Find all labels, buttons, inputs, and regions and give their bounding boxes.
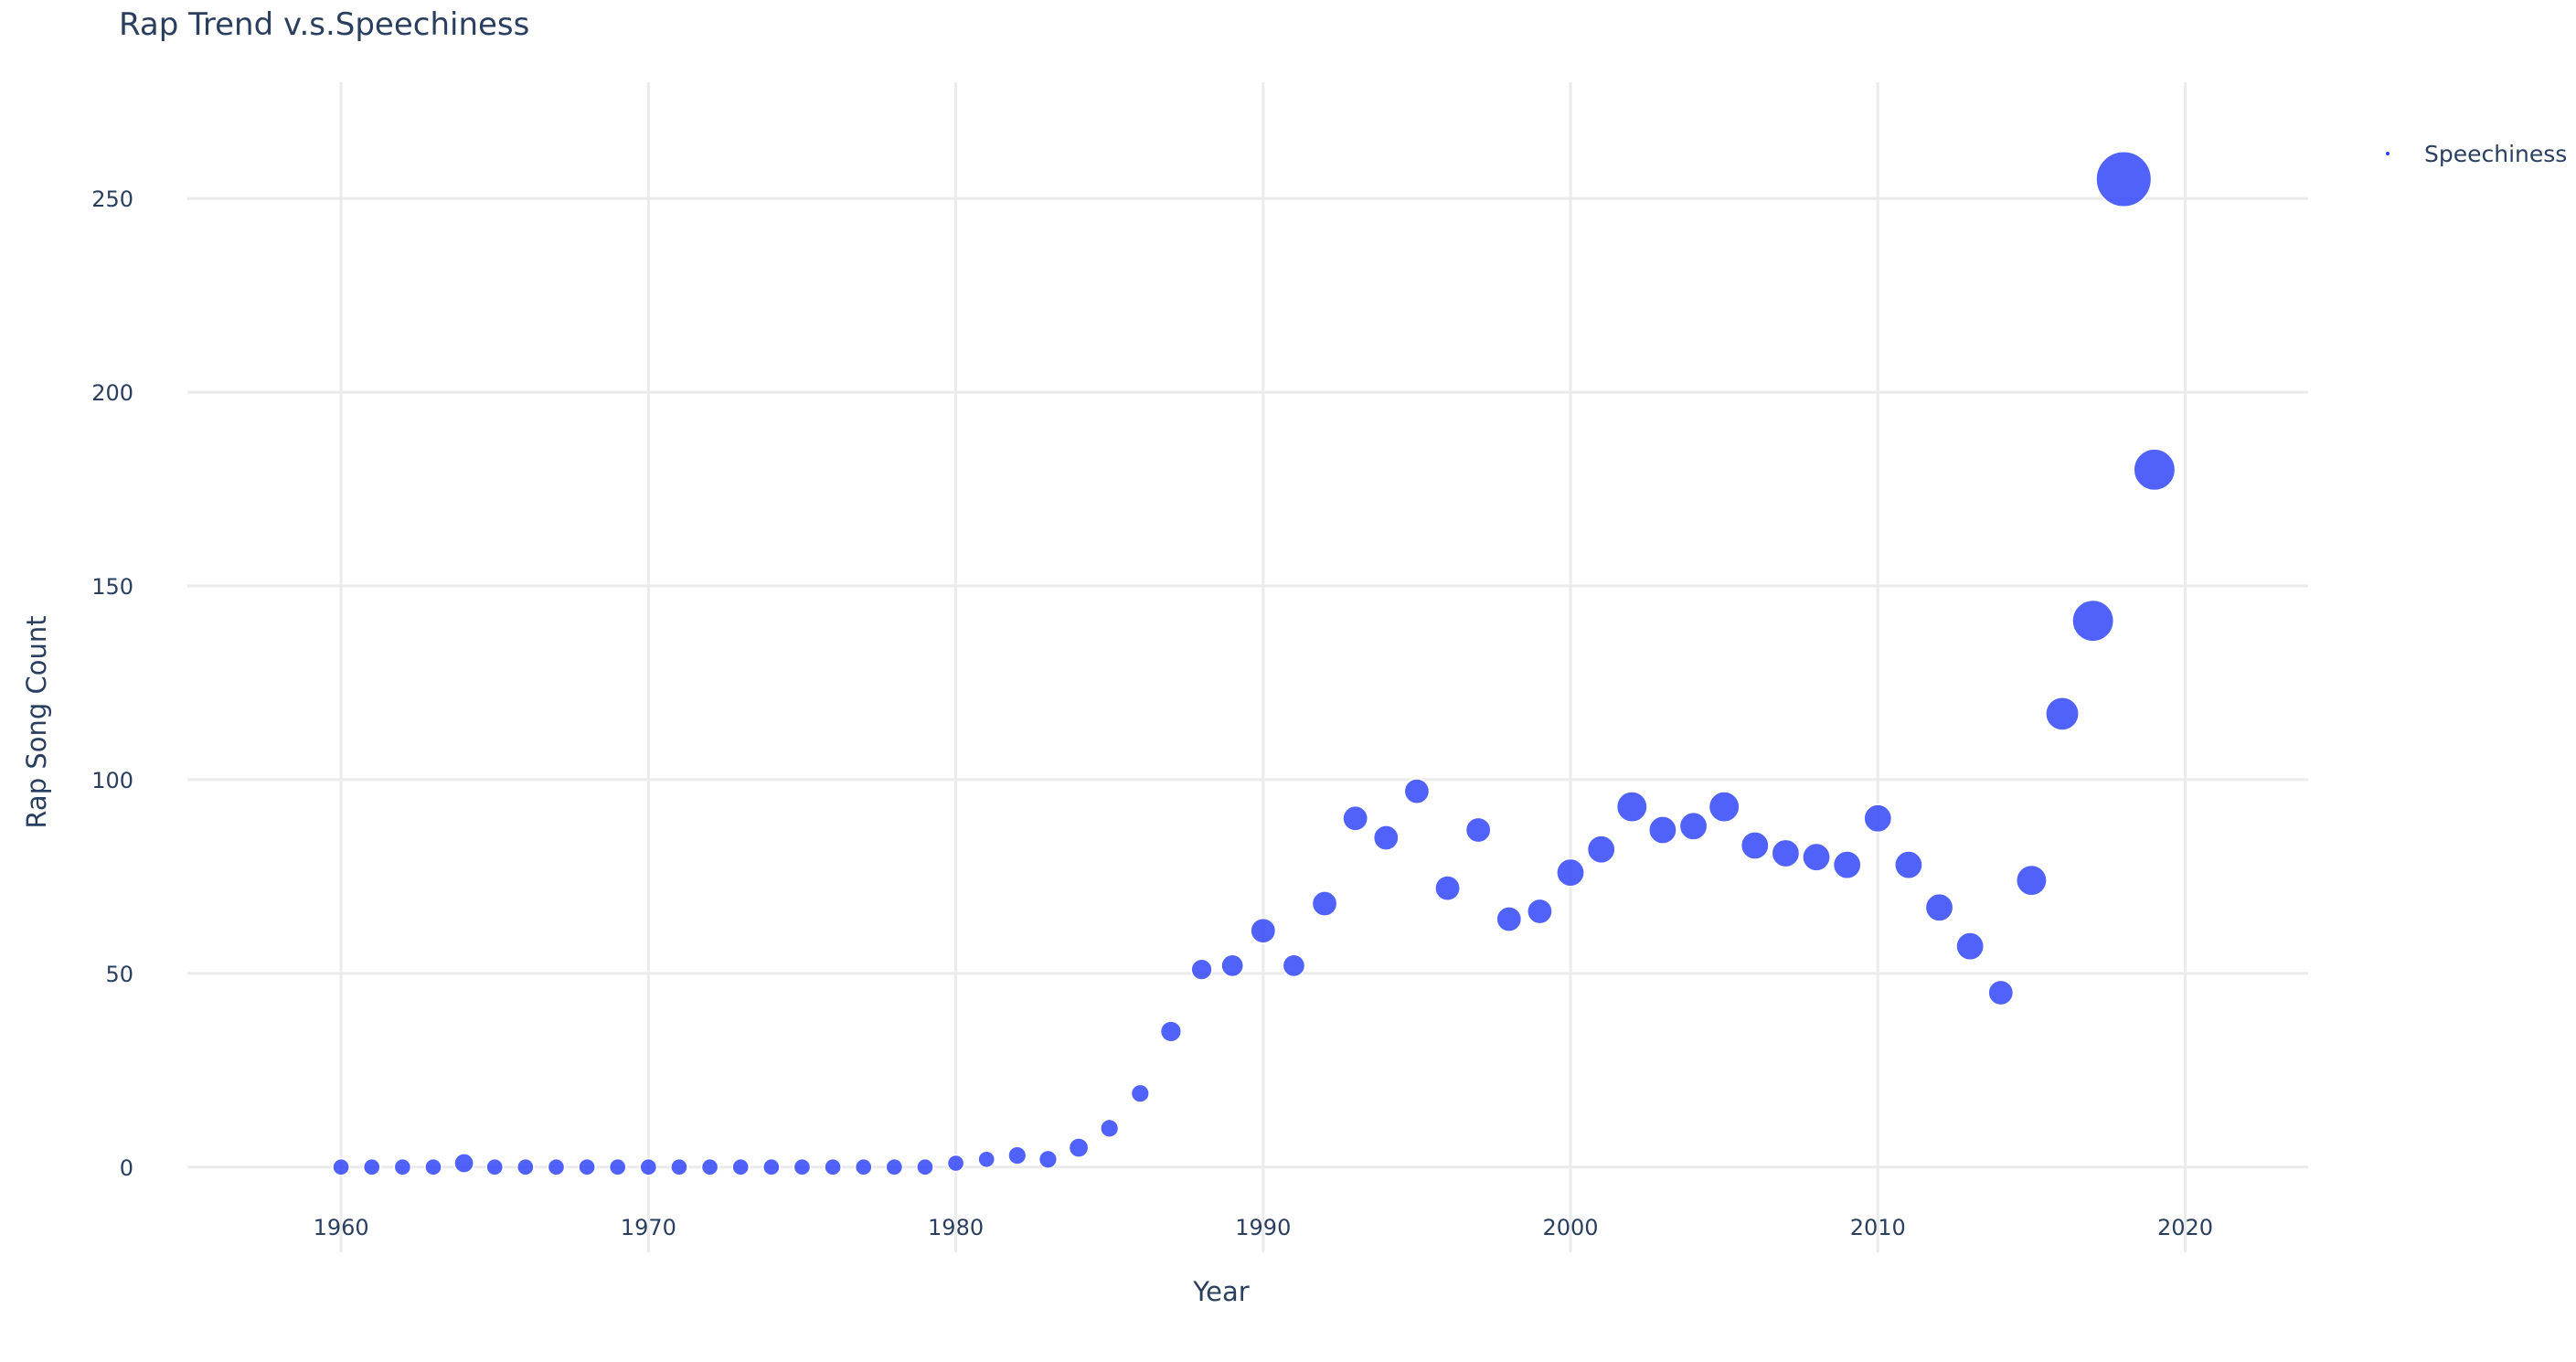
- data-point[interactable]: [485, 1157, 505, 1176]
- data-point[interactable]: [1372, 825, 1400, 851]
- y-tick-label: 50: [105, 962, 133, 987]
- y-tick-label: 200: [91, 380, 133, 406]
- data-point[interactable]: [1771, 838, 1801, 868]
- data-point[interactable]: [1678, 811, 1708, 841]
- data-point[interactable]: [1190, 958, 1213, 981]
- data-point[interactable]: [670, 1157, 688, 1176]
- data-point[interactable]: [854, 1157, 873, 1176]
- data-point[interactable]: [1955, 931, 1985, 962]
- data-point[interactable]: [1556, 857, 1585, 888]
- data-point[interactable]: [1648, 815, 1677, 845]
- data-point[interactable]: [1434, 875, 1461, 901]
- x-tick-label: 1970: [621, 1215, 676, 1240]
- grid: [187, 82, 2308, 1252]
- data-point[interactable]: [1615, 791, 1648, 823]
- chart-title: Rap Trend v.s.Speechiness: [119, 6, 529, 43]
- data-point[interactable]: [700, 1157, 719, 1176]
- y-tick-label: 100: [91, 768, 133, 793]
- data-point[interactable]: [547, 1157, 566, 1176]
- data-point[interactable]: [1130, 1083, 1150, 1103]
- data-point[interactable]: [1038, 1149, 1059, 1169]
- data-point[interactable]: [731, 1157, 750, 1176]
- data-point[interactable]: [1924, 892, 1954, 922]
- x-tick-label: 1990: [1235, 1215, 1291, 1240]
- data-point[interactable]: [2095, 150, 2153, 207]
- data-point[interactable]: [1586, 835, 1616, 865]
- data-point[interactable]: [1708, 791, 1740, 823]
- y-axis-title: Rap Song Count: [21, 615, 52, 828]
- data-point[interactable]: [1464, 816, 1492, 844]
- data-point[interactable]: [977, 1150, 996, 1169]
- data-point[interactable]: [946, 1154, 965, 1173]
- data-point[interactable]: [578, 1157, 596, 1176]
- y-tick-label: 150: [91, 574, 133, 600]
- data-point[interactable]: [1496, 906, 1523, 932]
- data-point[interactable]: [1403, 778, 1431, 804]
- data-point[interactable]: [1894, 850, 1923, 880]
- data-point[interactable]: [1068, 1137, 1090, 1158]
- data-point[interactable]: [608, 1157, 627, 1176]
- data-point[interactable]: [2015, 864, 2048, 897]
- data-point[interactable]: [362, 1157, 381, 1176]
- data-point[interactable]: [516, 1157, 535, 1176]
- data-point[interactable]: [1250, 917, 1277, 944]
- y-tick-label: 250: [91, 186, 133, 212]
- x-tick-label: 2020: [2157, 1215, 2213, 1240]
- tick-labels: 1960 1970 1980 1990 2000 2010 2020 0 50 100 150 200…: [91, 186, 2213, 1240]
- data-point[interactable]: [762, 1157, 781, 1176]
- data-point[interactable]: [1802, 842, 1831, 872]
- data-point[interactable]: [453, 1153, 474, 1174]
- x-tick-label: 2010: [1850, 1215, 1906, 1240]
- data-point[interactable]: [1100, 1118, 1120, 1138]
- x-tick-label: 1960: [314, 1215, 369, 1240]
- data-point[interactable]: [1159, 1020, 1183, 1043]
- data-point[interactable]: [2045, 696, 2080, 731]
- markers: [332, 150, 2177, 1176]
- legend-item-speechiness: Speechiness: [2424, 141, 2567, 167]
- data-point[interactable]: [1007, 1145, 1027, 1165]
- data-point[interactable]: [424, 1157, 442, 1176]
- data-point[interactable]: [1220, 953, 1245, 978]
- data-point[interactable]: [1740, 831, 1770, 860]
- data-point[interactable]: [824, 1157, 842, 1176]
- x-axis-title: Year: [1192, 1276, 1249, 1307]
- data-point[interactable]: [1987, 979, 2015, 1006]
- data-point[interactable]: [393, 1157, 412, 1176]
- data-point[interactable]: [2071, 599, 2115, 643]
- data-point[interactable]: [916, 1157, 934, 1176]
- legend[interactable]: Speechiness: [2386, 141, 2567, 167]
- data-point[interactable]: [793, 1157, 812, 1176]
- legend-marker: [2386, 152, 2390, 155]
- data-point[interactable]: [332, 1157, 350, 1176]
- x-tick-label: 2000: [1543, 1215, 1599, 1240]
- data-point[interactable]: [1527, 898, 1553, 925]
- data-point[interactable]: [1832, 850, 1862, 880]
- data-point[interactable]: [2133, 448, 2177, 492]
- data-point[interactable]: [1282, 953, 1306, 978]
- data-point[interactable]: [885, 1157, 904, 1176]
- data-point[interactable]: [1863, 803, 1893, 834]
- data-point[interactable]: [639, 1157, 658, 1176]
- x-tick-label: 1980: [928, 1215, 984, 1240]
- data-point[interactable]: [1311, 890, 1338, 917]
- data-point[interactable]: [1342, 804, 1369, 832]
- y-tick-label: 0: [120, 1155, 133, 1181]
